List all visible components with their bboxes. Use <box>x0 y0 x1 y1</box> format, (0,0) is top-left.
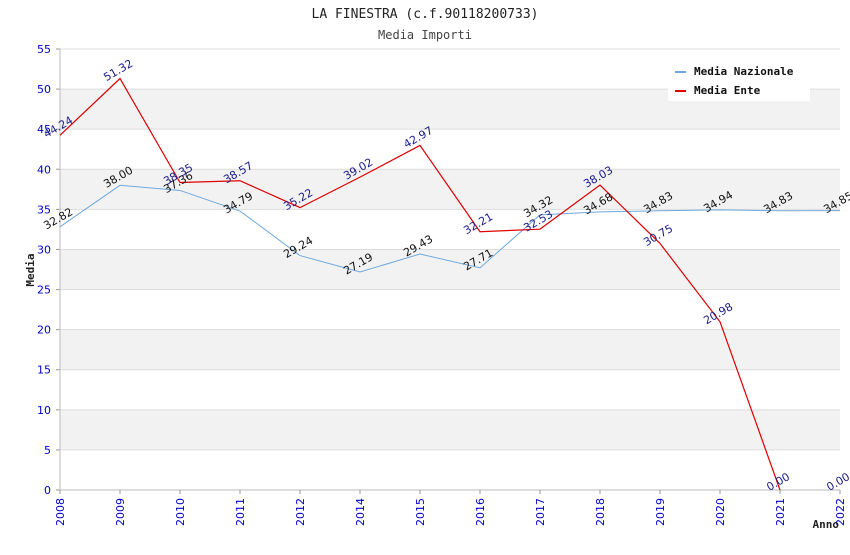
x-tick-label: 2019 <box>654 498 667 526</box>
x-tick-label: 2016 <box>474 498 487 526</box>
y-tick-label: 20 <box>37 324 51 337</box>
y-tick-label: 40 <box>37 163 51 176</box>
legend-label-ente: Media Ente <box>694 84 761 97</box>
legend-label-nazionale: Media Nazionale <box>694 65 794 78</box>
x-tick-label: 2011 <box>234 498 247 526</box>
y-axis-title: Media <box>24 253 37 286</box>
x-tick-label: 2010 <box>174 498 187 526</box>
legend-box <box>668 59 810 101</box>
chart-subtitle: Media Importi <box>378 28 472 42</box>
x-axis-title: Anno <box>813 518 840 531</box>
y-tick-label: 15 <box>37 364 51 377</box>
y-tick-label: 55 <box>37 43 51 56</box>
legend: Media Nazionale Media Ente <box>668 59 810 101</box>
y-tick-label: 25 <box>37 284 51 297</box>
y-tick-label: 5 <box>44 444 51 457</box>
grid-band <box>60 329 840 370</box>
x-tick-label: 2022 <box>834 498 847 526</box>
x-tick-label: 2017 <box>534 498 547 526</box>
x-tick-label: 2021 <box>774 498 787 526</box>
grid-band <box>60 249 840 290</box>
x-tick-label: 2014 <box>354 498 367 526</box>
x-tick-label: 2012 <box>294 498 307 526</box>
grid-band <box>60 409 840 450</box>
x-tick-label: 2018 <box>594 498 607 526</box>
x-tick-label: 2015 <box>414 498 427 526</box>
y-tick-label: 10 <box>37 404 51 417</box>
x-tick-label: 2020 <box>714 498 727 526</box>
x-tick-label: 2008 <box>54 498 67 526</box>
x-tick-label: 2009 <box>114 498 127 526</box>
data-label-ente: 44.24 <box>41 114 75 141</box>
chart-title: LA FINESTRA (c.f.90118200733) <box>312 7 539 22</box>
data-label-ente: 32.21 <box>461 210 495 237</box>
y-tick-label: 45 <box>37 123 51 136</box>
series-line-ente <box>59 77 781 491</box>
y-tick-label: 30 <box>37 243 51 256</box>
data-label-ente: 30.75 <box>641 222 675 249</box>
y-tick-label: 35 <box>37 203 51 216</box>
series-line-nazionale <box>59 184 841 273</box>
y-tick-label: 50 <box>37 83 51 96</box>
y-tick-label: 0 <box>44 484 51 497</box>
